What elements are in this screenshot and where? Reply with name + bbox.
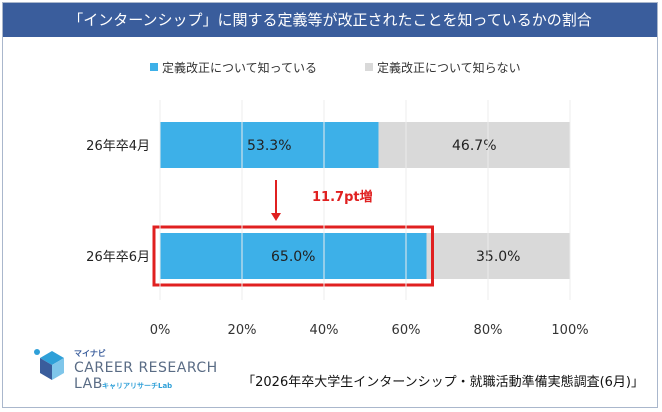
x-axis: 0% 20% 40% 60% 80% 100% xyxy=(150,100,589,338)
logo-line2: LAB xyxy=(74,376,103,392)
source-note: 「2026年卒大学生インターンシップ・就職活動準備実態調査(6月)」 xyxy=(242,374,644,390)
bar-segment-2 xyxy=(426,233,570,279)
bar-data-label: 65.0% xyxy=(271,249,315,265)
x-tick-label: 100% xyxy=(551,323,588,338)
category-label: 26年卒4月 xyxy=(86,139,150,154)
legend-label-2: 定義改正について知らない xyxy=(377,60,521,75)
annotation-text: 11.7pt増 xyxy=(312,189,373,205)
annotation-arrow-head xyxy=(271,213,281,221)
x-tick-label: 20% xyxy=(228,323,257,338)
legend-swatch-2 xyxy=(365,63,373,71)
bar-segment-1 xyxy=(160,122,379,168)
career-research-lab-logo: マイナビ CAREER RESEARCH LAB キャリアリサーチLab xyxy=(34,348,218,392)
bar-data-label: 53.3% xyxy=(247,138,291,154)
legend-swatch-1 xyxy=(150,63,158,71)
bar-data-label: 35.0% xyxy=(476,249,520,265)
chart-title: 「インターンシップ」に関する定義等が改正されたことを知っているかの割合 xyxy=(3,3,657,37)
logo-sub-text: キャリアリサーチLab xyxy=(102,382,172,390)
x-tick-label: 80% xyxy=(474,323,503,338)
x-tick-label: 40% xyxy=(310,323,339,338)
bar-data-label: 46.7% xyxy=(452,138,496,154)
x-tick-label: 60% xyxy=(392,323,421,338)
bar-segment-1 xyxy=(160,233,427,279)
logo-small-text: マイナビ xyxy=(74,348,106,358)
legend-label-1: 定義改正について知っている xyxy=(162,60,317,75)
chart-frame: 「インターンシップ」に関する定義等が改正されたことを知っているかの割合 xyxy=(2,2,658,408)
x-tick-label: 0% xyxy=(150,323,171,338)
category-label: 26年卒6月 xyxy=(86,250,150,265)
annotation: 11.7pt増 xyxy=(271,180,373,221)
logo-line1: CAREER RESEARCH xyxy=(74,360,218,376)
cube-icon xyxy=(34,349,64,380)
legend: 定義改正について知っている 定義改正について知らない xyxy=(150,60,521,75)
highlight-box xyxy=(152,225,434,287)
bars-group: 26年卒4月 53.3% 46.7% 26年卒6月 65.0% 35.0% xyxy=(86,122,570,287)
bar-segment-2 xyxy=(378,122,570,168)
